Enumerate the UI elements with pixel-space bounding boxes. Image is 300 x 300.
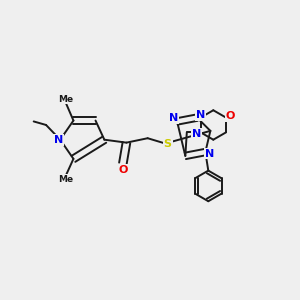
Text: S: S [164, 139, 172, 148]
Text: N: N [169, 113, 178, 124]
Text: N: N [205, 148, 214, 158]
Text: O: O [226, 111, 235, 121]
Text: Me: Me [58, 94, 74, 103]
Text: N: N [54, 135, 63, 145]
Text: O: O [118, 165, 128, 175]
Text: N: N [191, 129, 201, 139]
Text: Me: Me [58, 175, 74, 184]
Text: N: N [196, 110, 206, 120]
